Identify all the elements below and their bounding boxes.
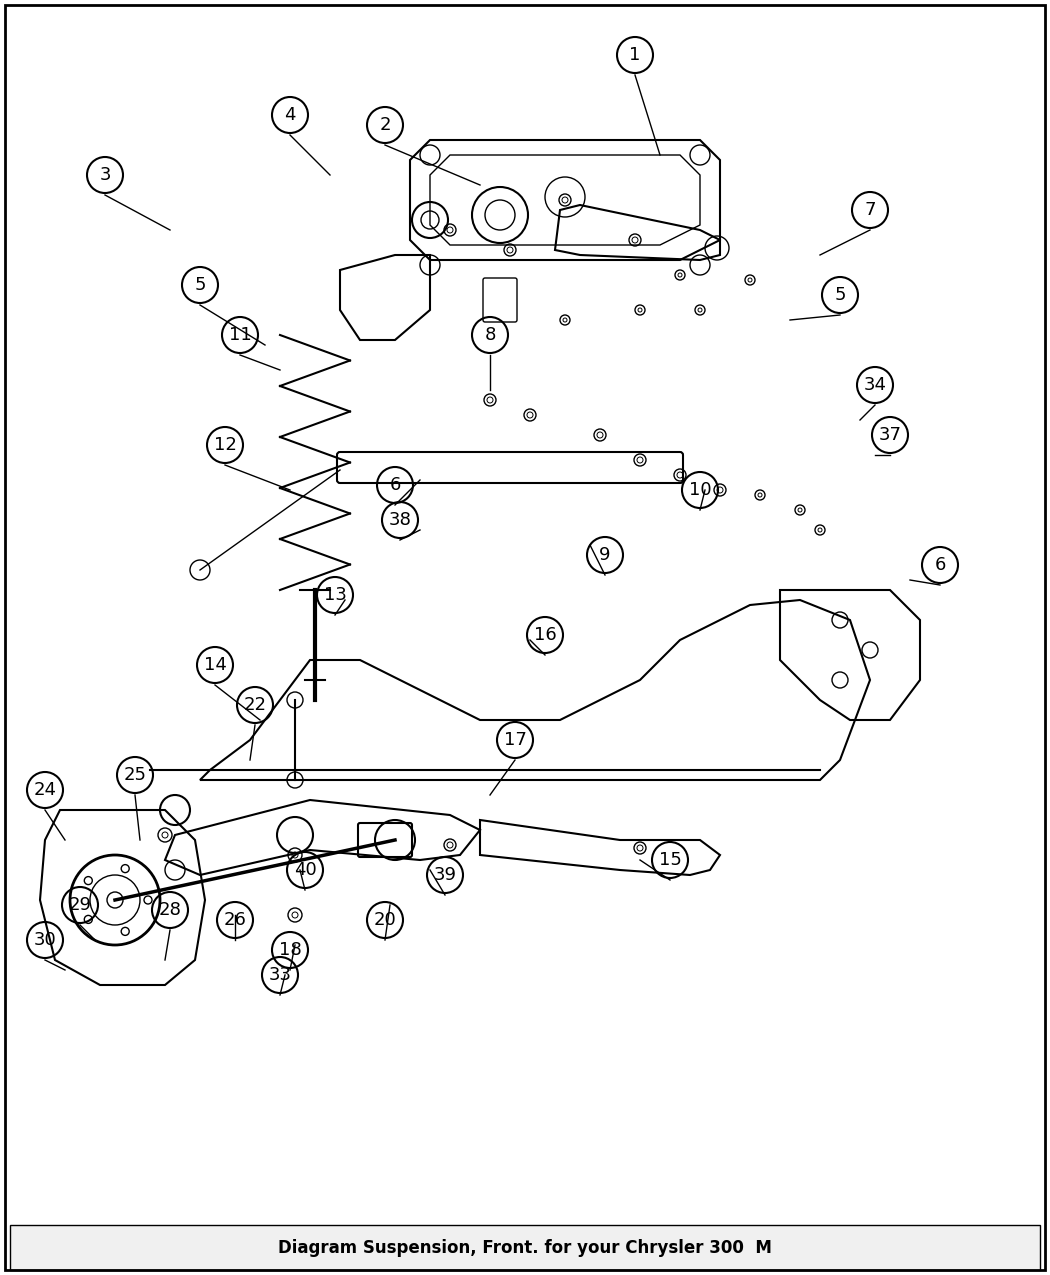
Text: 28: 28	[159, 901, 182, 919]
Text: 5: 5	[835, 286, 845, 303]
Text: 17: 17	[504, 731, 526, 748]
Text: 22: 22	[244, 696, 267, 714]
Circle shape	[144, 896, 152, 904]
Circle shape	[121, 927, 129, 936]
Text: 8: 8	[484, 326, 496, 344]
Text: 9: 9	[600, 546, 611, 564]
Text: 5: 5	[194, 275, 206, 295]
Text: 6: 6	[934, 556, 946, 574]
Text: 37: 37	[879, 426, 902, 444]
Text: 16: 16	[533, 626, 556, 644]
Text: Diagram Suspension, Front. for your Chrysler 300  M: Diagram Suspension, Front. for your Chry…	[278, 1239, 772, 1257]
Text: 34: 34	[863, 376, 886, 394]
Text: 40: 40	[294, 861, 316, 878]
Text: 25: 25	[124, 766, 147, 784]
Circle shape	[84, 877, 92, 885]
Text: 26: 26	[224, 912, 247, 929]
Text: 14: 14	[204, 657, 227, 674]
Text: 29: 29	[68, 896, 91, 914]
Text: 10: 10	[689, 481, 711, 499]
Text: 1: 1	[629, 46, 640, 64]
Circle shape	[84, 915, 92, 923]
Text: 38: 38	[388, 511, 412, 529]
Text: 12: 12	[213, 436, 236, 454]
Text: 13: 13	[323, 586, 346, 604]
Text: 7: 7	[864, 201, 876, 219]
Text: 20: 20	[374, 912, 397, 929]
Text: 3: 3	[100, 166, 110, 184]
Text: 2: 2	[379, 116, 391, 134]
Text: 33: 33	[269, 966, 292, 984]
Text: 6: 6	[390, 476, 401, 493]
FancyBboxPatch shape	[10, 1225, 1040, 1270]
Text: 4: 4	[285, 106, 296, 124]
Circle shape	[121, 864, 129, 872]
Text: 24: 24	[34, 782, 57, 799]
Text: 15: 15	[658, 850, 681, 870]
Text: 30: 30	[34, 931, 57, 949]
Text: 39: 39	[434, 866, 457, 884]
Text: 11: 11	[229, 326, 251, 344]
Text: 18: 18	[278, 941, 301, 959]
